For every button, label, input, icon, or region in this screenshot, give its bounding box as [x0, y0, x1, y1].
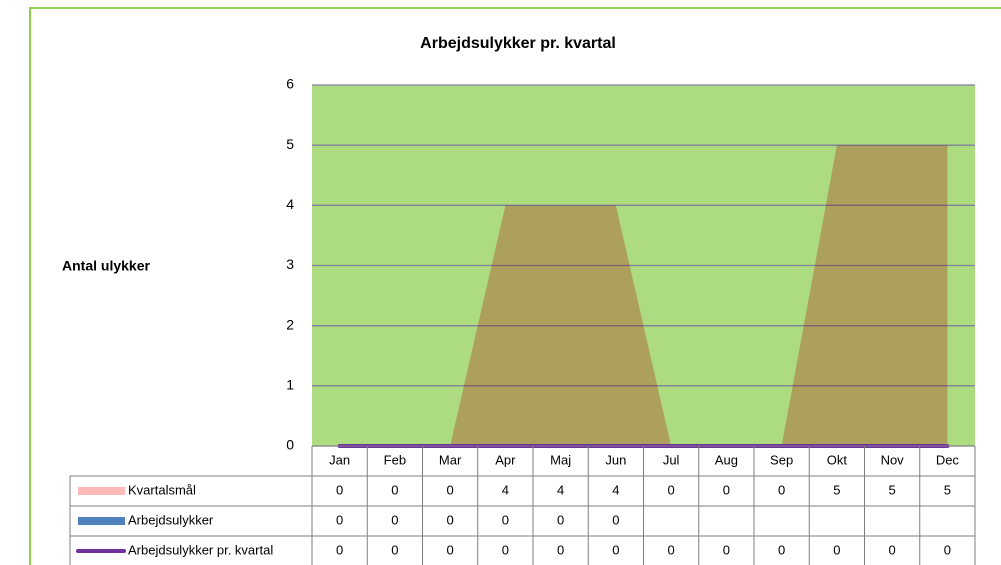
area [339, 145, 948, 446]
table-cell: 0 [612, 542, 619, 557]
x-tick-label: Okt [827, 452, 848, 467]
table-cell: 4 [557, 482, 564, 497]
legend-label: Arbejdsulykker [128, 512, 214, 527]
y-tick-label: 2 [286, 316, 294, 332]
table-cell: 5 [889, 482, 896, 497]
table-cell: 0 [668, 542, 675, 557]
y-axis-label: Antal ulykker [62, 258, 150, 274]
x-tick-label: Sep [770, 452, 793, 467]
x-tick-label: Apr [495, 452, 516, 467]
table-cell: 0 [557, 542, 564, 557]
chart-title: Arbejdsulykker pr. kvartal [420, 35, 616, 52]
x-tick-label: Jul [663, 452, 680, 467]
x-tick-label: Maj [550, 452, 571, 467]
table-cell: 0 [447, 542, 454, 557]
table-cell: 0 [557, 512, 564, 527]
table-cell: 0 [778, 482, 785, 497]
table-cell: 5 [833, 482, 840, 497]
table-cell: 0 [612, 512, 619, 527]
table-cell: 0 [391, 512, 398, 527]
table-cell: 0 [502, 512, 509, 527]
x-tick-label: Mar [439, 452, 462, 467]
table-cell: 0 [723, 482, 730, 497]
table-cell: 0 [889, 542, 896, 557]
x-tick-label: Feb [384, 452, 406, 467]
table-cell: 0 [447, 512, 454, 527]
table-cell: 5 [944, 482, 951, 497]
y-tick-label: 3 [286, 256, 294, 272]
table-cell: 0 [723, 542, 730, 557]
x-tick-label: Jun [605, 452, 626, 467]
x-tick-label: Aug [715, 452, 738, 467]
legend-label: Arbejdsulykker pr. kvartal [128, 542, 273, 557]
x-tick-label: Dec [936, 452, 960, 467]
table-cell: 0 [833, 542, 840, 557]
table-cell: 0 [336, 512, 343, 527]
table-cell: 0 [391, 482, 398, 497]
x-tick-label: Jan [329, 452, 350, 467]
table-cell: 0 [502, 542, 509, 557]
table-cell: 0 [778, 542, 785, 557]
table-cell: 0 [447, 482, 454, 497]
legend-label: Kvartalsmål [128, 482, 196, 497]
table-cell: 4 [612, 482, 619, 497]
y-tick-label: 0 [286, 437, 294, 453]
table-cell: 0 [944, 542, 951, 557]
y-tick-label: 4 [286, 196, 294, 212]
table-cell: 0 [391, 542, 398, 557]
table-cell: 4 [502, 482, 509, 497]
y-tick-label: 5 [286, 136, 294, 152]
legend-key [78, 517, 125, 525]
y-tick-label: 1 [286, 377, 294, 393]
table-cell: 0 [336, 482, 343, 497]
y-tick-label: 6 [286, 76, 294, 92]
x-tick-label: Nov [881, 452, 905, 467]
table-cell: 0 [668, 482, 675, 497]
table-cell: 0 [336, 542, 343, 557]
legend-key [78, 487, 125, 495]
